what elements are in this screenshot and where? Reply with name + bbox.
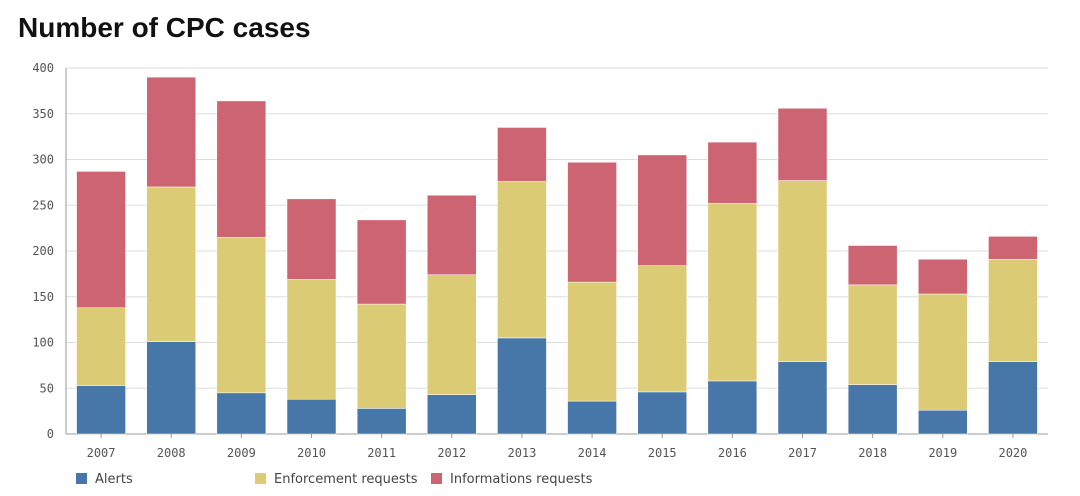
bar-2011-enforcement-requests bbox=[356, 303, 407, 409]
x-tick-label: 2019 bbox=[928, 446, 957, 460]
bar-2015-informations-requests bbox=[637, 154, 687, 266]
bar-2007-informations-requests bbox=[76, 171, 126, 308]
y-tick-label: 400 bbox=[32, 61, 54, 75]
bar-2008-alerts bbox=[146, 341, 196, 435]
bar-2008-informations-requests bbox=[146, 76, 196, 188]
x-tick-label: 2020 bbox=[998, 446, 1027, 460]
legend-swatch-alerts bbox=[76, 473, 87, 484]
y-tick-label: 100 bbox=[32, 336, 54, 350]
bar-2010-enforcement-requests bbox=[286, 279, 337, 400]
bar-2013-informations-requests bbox=[497, 127, 547, 182]
bar-2014-informations-requests bbox=[567, 161, 617, 283]
x-tick-label: 2010 bbox=[297, 446, 326, 460]
bar-2010-informations-requests bbox=[286, 198, 337, 280]
y-tick-label: 0 bbox=[47, 427, 54, 441]
bar-2018-alerts bbox=[847, 384, 898, 435]
legend-label: Informations requests bbox=[450, 472, 593, 487]
bar-2015-alerts bbox=[637, 391, 687, 435]
bar-2011-alerts bbox=[356, 408, 407, 435]
y-tick-label: 350 bbox=[32, 107, 54, 121]
axes: 0 50 100 150 200 250 300 350 400 2007 2008 2009 2010… bbox=[32, 61, 1027, 460]
bar-2019-alerts bbox=[918, 409, 968, 435]
legend-swatch-informations-requests bbox=[431, 473, 442, 484]
bar-2011-informations-requests bbox=[356, 219, 407, 305]
bar-2018-informations-requests bbox=[847, 245, 898, 286]
y-tick-label: 200 bbox=[32, 244, 54, 258]
y-tick-label: 250 bbox=[32, 198, 54, 212]
y-tick-label: 150 bbox=[32, 290, 54, 304]
bar-2012-alerts bbox=[427, 394, 477, 435]
bar-2015-enforcement-requests bbox=[637, 265, 687, 393]
bar-2012-informations-requests bbox=[427, 194, 477, 276]
bar-2009-informations-requests bbox=[216, 100, 267, 238]
bar-2016-enforcement-requests bbox=[707, 203, 758, 382]
bar-2017-informations-requests bbox=[777, 108, 828, 181]
bar-2020-alerts bbox=[988, 361, 1038, 435]
bar-2020-enforcement-requests bbox=[988, 258, 1038, 362]
x-tick-label: 2018 bbox=[858, 446, 887, 460]
x-tick-label: 2007 bbox=[87, 446, 116, 460]
x-tick-label: 2013 bbox=[507, 446, 536, 460]
x-tick-label: 2014 bbox=[578, 446, 607, 460]
bar-2019-enforcement-requests bbox=[918, 293, 968, 411]
bar-2016-alerts bbox=[707, 380, 758, 435]
y-tick-label: 50 bbox=[40, 381, 54, 395]
y-tick-label: 300 bbox=[32, 153, 54, 167]
bars bbox=[76, 76, 1038, 435]
bar-2017-enforcement-requests bbox=[777, 180, 828, 362]
bar-2020-informations-requests bbox=[988, 236, 1038, 260]
bar-2010-alerts bbox=[286, 398, 337, 435]
legend-label: Alerts bbox=[95, 472, 133, 487]
x-tick-label: 2009 bbox=[227, 446, 256, 460]
x-tick-label: 2017 bbox=[788, 446, 817, 460]
bar-2007-alerts bbox=[76, 385, 126, 435]
legend-swatch-enforcement-requests bbox=[255, 473, 266, 484]
bar-2007-enforcement-requests bbox=[76, 307, 126, 386]
x-tick-label: 2011 bbox=[367, 446, 396, 460]
bar-2017-alerts bbox=[777, 361, 828, 435]
legend-label: Enforcement requests bbox=[274, 472, 418, 487]
bar-2013-alerts bbox=[497, 337, 547, 435]
bar-2008-enforcement-requests bbox=[146, 186, 196, 342]
grid-lines bbox=[66, 67, 1048, 435]
bar-2018-enforcement-requests bbox=[847, 284, 898, 385]
legend: Alerts Enforcement requests Informations r… bbox=[76, 472, 593, 487]
x-tick-label: 2015 bbox=[648, 446, 677, 460]
chart-title: Number of CPC cases bbox=[18, 12, 311, 43]
bar-2009-alerts bbox=[216, 392, 267, 435]
bar-2013-enforcement-requests bbox=[497, 181, 547, 339]
x-tick-label: 2008 bbox=[157, 446, 186, 460]
bar-2014-alerts bbox=[567, 400, 617, 435]
bar-2012-enforcement-requests bbox=[427, 274, 477, 395]
bar-2016-informations-requests bbox=[707, 141, 758, 204]
x-tick-label: 2016 bbox=[718, 446, 747, 460]
bar-2014-enforcement-requests bbox=[567, 281, 617, 402]
bar-2009-enforcement-requests bbox=[216, 237, 267, 394]
x-tick-label: 2012 bbox=[437, 446, 466, 460]
bar-2019-informations-requests bbox=[918, 258, 968, 295]
